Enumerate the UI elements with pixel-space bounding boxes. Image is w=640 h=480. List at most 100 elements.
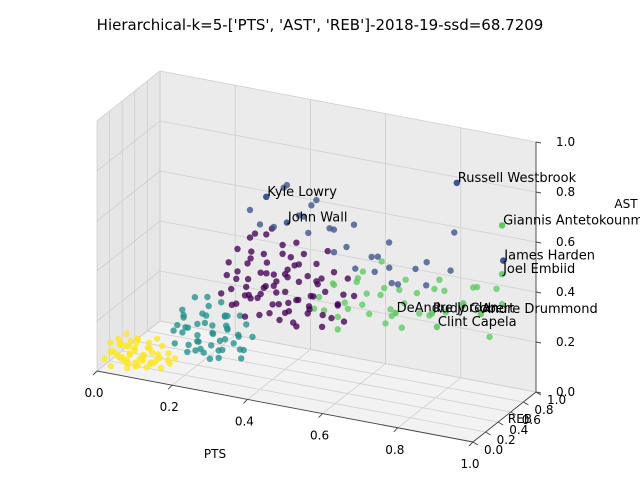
data-point-cluster-2 (240, 346, 247, 354)
data-point-cluster-0 (287, 254, 294, 261)
data-point-cluster-4 (157, 364, 165, 372)
grid-line (96, 270, 161, 322)
data-point-cluster-2 (238, 355, 245, 362)
data-point-cluster-0 (225, 259, 232, 266)
data-point-cluster-0 (218, 290, 225, 297)
data-point-cluster-1 (330, 226, 338, 233)
z-tick-label: 0.8 (556, 185, 575, 199)
data-point-cluster-3 (359, 268, 367, 275)
z-tick-label: 0.2 (556, 335, 575, 349)
data-point-cluster-1 (388, 279, 395, 287)
z-tick-mark (535, 241, 542, 244)
data-point-cluster-3 (341, 299, 348, 306)
annotated-point (498, 271, 506, 278)
data-point-cluster-0 (322, 288, 329, 295)
data-point-cluster-0 (334, 301, 341, 308)
data-point-cluster-0 (233, 300, 240, 307)
x-tick-mark (92, 370, 98, 376)
data-point-cluster-2 (219, 346, 226, 354)
annotated-point (263, 193, 270, 200)
data-point-cluster-2 (218, 299, 225, 306)
data-point-cluster-0 (293, 296, 300, 304)
data-point-cluster-4 (134, 336, 141, 343)
data-point-cluster-3 (387, 306, 394, 313)
data-point-cluster-2 (230, 340, 237, 347)
z-tick-mark (535, 341, 542, 344)
data-point-cluster-1 (374, 253, 381, 260)
y-tick-label: 0.2 (497, 433, 516, 447)
data-point-cluster-3 (354, 275, 362, 282)
data-point-cluster-0 (276, 316, 283, 324)
data-point-cluster-2 (180, 314, 187, 321)
data-point-cluster-0 (306, 306, 313, 313)
data-point-cluster-4 (123, 364, 131, 372)
annotated-point (477, 310, 484, 318)
data-point-cluster-0 (313, 278, 320, 285)
grid-line (96, 70, 161, 122)
axis-panes (97, 71, 536, 442)
data-point-cluster-0 (340, 291, 347, 298)
data-point-cluster-3 (377, 291, 384, 299)
data-point-cluster-3 (359, 301, 366, 308)
data-point-cluster-0 (304, 272, 311, 280)
annotation-label: Kyle Lowry (267, 185, 337, 200)
data-point-cluster-0 (244, 275, 252, 283)
grid-line (322, 363, 386, 414)
tick-labels: 0.00.20.40.60.81.00.00.20.40.60.81.00.00… (84, 135, 575, 471)
data-point-cluster-1 (451, 229, 458, 236)
annotated-point (392, 309, 399, 317)
data-point-cluster-0 (313, 260, 320, 268)
data-point-cluster-2 (221, 336, 229, 343)
z-tick-label: 0.0 (556, 385, 575, 399)
annotation-label: Giannis Antetokounmpo (503, 213, 640, 228)
annotation-label: DeAndre Jordan (397, 301, 499, 316)
data-point-cluster-1 (386, 264, 393, 271)
data-point-cluster-2 (197, 345, 204, 352)
grid-line (96, 120, 161, 172)
y-tick-label: 0.8 (534, 403, 553, 417)
data-point-cluster-2 (184, 348, 191, 356)
data-point-cluster-0 (248, 248, 255, 255)
data-point-cluster-0 (244, 260, 251, 267)
grid-line (122, 350, 499, 423)
data-point-cluster-2 (201, 319, 209, 327)
z-axis-label: AST (614, 197, 638, 211)
data-point-cluster-0 (270, 271, 277, 278)
y-axis-label: REB (508, 412, 532, 426)
data-point-cluster-2 (215, 354, 222, 362)
data-point-cluster-1 (283, 181, 291, 189)
data-point-cluster-1 (350, 221, 358, 228)
data-point-cluster-1 (308, 202, 315, 209)
data-point-cluster-0 (295, 261, 303, 268)
z-tick-mark (535, 191, 542, 194)
data-point-cluster-2 (235, 333, 242, 340)
grid-line (159, 120, 537, 193)
data-point-cluster-3 (344, 305, 352, 312)
grid-line (96, 170, 161, 222)
data-point-cluster-1 (423, 282, 430, 289)
data-point-cluster-0 (257, 290, 264, 298)
y-axis-line (472, 391, 537, 443)
data-point-cluster-0 (318, 323, 326, 330)
data-point-cluster-0 (340, 318, 348, 325)
annotation-label: Andre Drummond (482, 302, 598, 317)
data-point-cluster-4 (165, 350, 172, 357)
data-point-cluster-1 (300, 213, 308, 220)
data-point-cluster-0 (324, 247, 331, 255)
data-point-cluster-0 (263, 231, 270, 238)
x-tick-mark (468, 441, 474, 447)
data-point-cluster-0 (269, 301, 276, 308)
data-point-cluster-2 (208, 342, 215, 349)
data-point-cluster-2 (192, 347, 199, 354)
data-point-cluster-4 (156, 354, 163, 362)
x-tick-mark (393, 427, 399, 433)
data-point-cluster-2 (206, 355, 214, 362)
data-point-cluster-3 (436, 276, 443, 283)
data-point-cluster-4 (144, 344, 151, 351)
y-tick-mark (497, 421, 504, 426)
data-point-cluster-0 (246, 234, 254, 241)
data-point-cluster-4 (101, 355, 108, 362)
data-point-cluster-2 (224, 325, 231, 332)
data-point-cluster-0 (247, 295, 254, 302)
